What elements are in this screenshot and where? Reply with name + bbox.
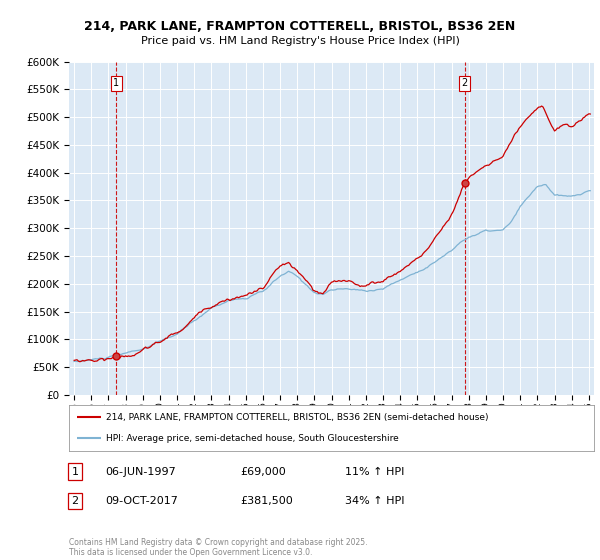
Text: 1: 1 <box>71 466 79 477</box>
Text: 34% ↑ HPI: 34% ↑ HPI <box>345 496 404 506</box>
Text: Contains HM Land Registry data © Crown copyright and database right 2025.
This d: Contains HM Land Registry data © Crown c… <box>69 538 367 557</box>
Text: HPI: Average price, semi-detached house, South Gloucestershire: HPI: Average price, semi-detached house,… <box>106 434 398 443</box>
Text: 09-OCT-2017: 09-OCT-2017 <box>105 496 178 506</box>
Text: £381,500: £381,500 <box>240 496 293 506</box>
Text: 2: 2 <box>71 496 79 506</box>
Text: 11% ↑ HPI: 11% ↑ HPI <box>345 466 404 477</box>
Text: Price paid vs. HM Land Registry's House Price Index (HPI): Price paid vs. HM Land Registry's House … <box>140 36 460 46</box>
Text: £69,000: £69,000 <box>240 466 286 477</box>
Text: 214, PARK LANE, FRAMPTON COTTERELL, BRISTOL, BS36 2EN: 214, PARK LANE, FRAMPTON COTTERELL, BRIS… <box>85 20 515 32</box>
Text: 06-JUN-1997: 06-JUN-1997 <box>105 466 176 477</box>
Text: 214, PARK LANE, FRAMPTON COTTERELL, BRISTOL, BS36 2EN (semi-detached house): 214, PARK LANE, FRAMPTON COTTERELL, BRIS… <box>106 413 488 422</box>
Text: 1: 1 <box>113 78 119 88</box>
Text: 2: 2 <box>461 78 468 88</box>
